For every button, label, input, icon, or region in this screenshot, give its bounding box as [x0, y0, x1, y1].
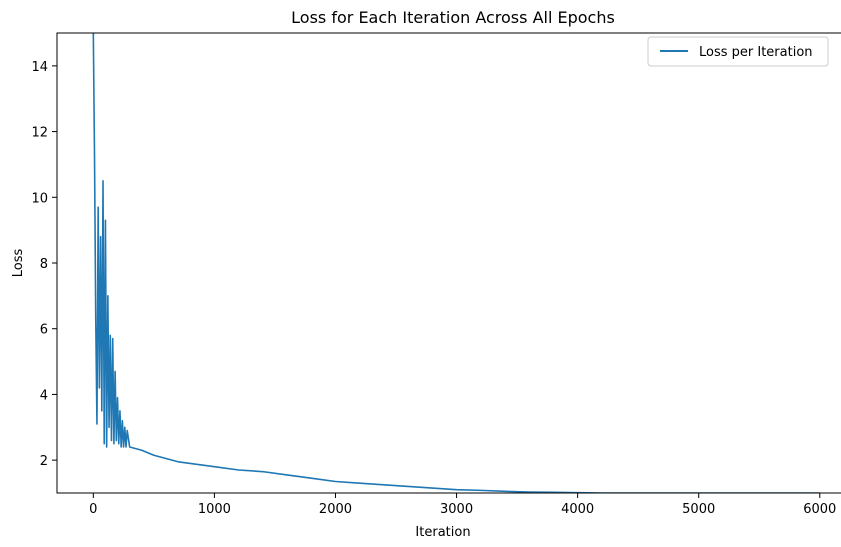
- y-tick-label: 14: [31, 60, 48, 75]
- x-tick-label: 5000: [682, 502, 715, 517]
- series-line-0: [92, 33, 820, 493]
- legend: Loss per Iteration: [647, 36, 829, 67]
- x-tick-label: 2000: [319, 502, 352, 517]
- plot-area: [56, 32, 841, 494]
- y-tick-label: 2: [40, 454, 48, 469]
- x-tick-label: 4000: [561, 502, 594, 517]
- x-tick-label: 0: [89, 502, 97, 517]
- x-axis-label: Iteration: [415, 525, 470, 540]
- y-tick-label: 8: [40, 257, 48, 272]
- series-layer: [92, 33, 820, 493]
- y-tick-label: 6: [40, 323, 48, 338]
- y-tick-label: 12: [31, 126, 48, 141]
- plot-frame: [56, 32, 841, 494]
- x-tick-label: 3000: [440, 502, 473, 517]
- legend-entry-loss: Loss per Iteration: [699, 45, 813, 60]
- chart-title: Loss for Each Iteration Across All Epoch…: [291, 8, 615, 27]
- legend-box: [647, 36, 829, 67]
- x-axis: 0 1000 2000 3000 4000 5000 6000: [89, 493, 836, 517]
- y-axis: 2 4 6 8 10 12 14: [31, 60, 57, 469]
- x-tick-label: 6000: [803, 502, 836, 517]
- y-tick-label: 4: [40, 388, 48, 403]
- x-tick-label: 1000: [198, 502, 231, 517]
- y-axis-label: Loss: [11, 249, 26, 278]
- y-tick-label: 10: [31, 191, 48, 206]
